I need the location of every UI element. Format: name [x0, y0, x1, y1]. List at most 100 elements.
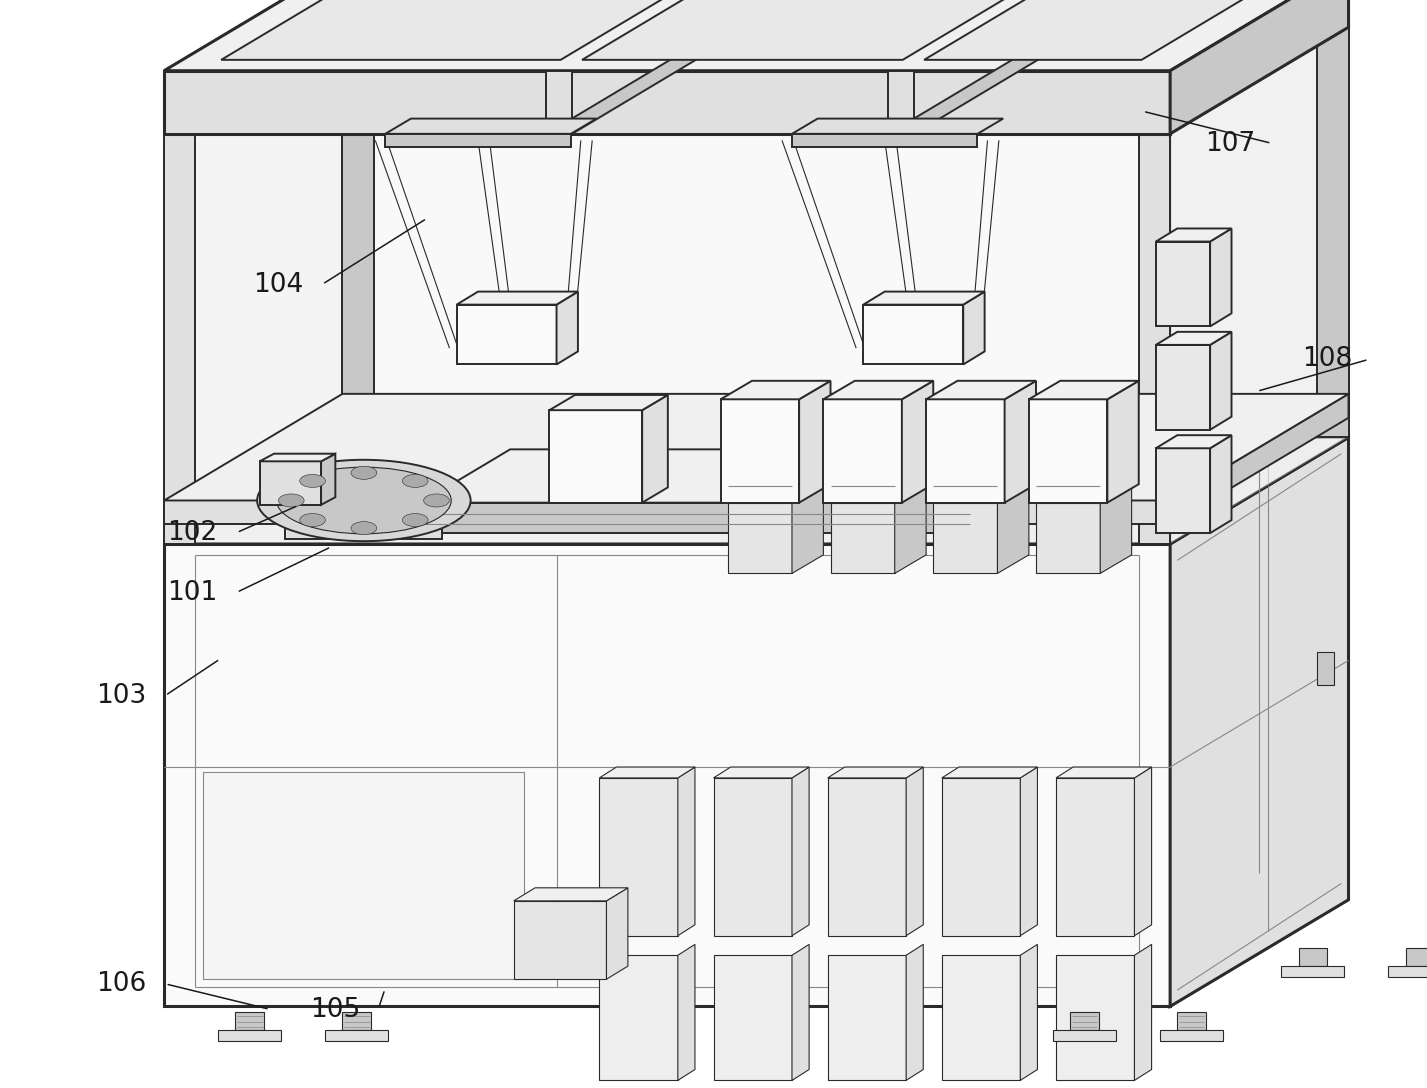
Polygon shape — [828, 778, 906, 936]
Ellipse shape — [424, 494, 450, 507]
Polygon shape — [1299, 948, 1327, 966]
Polygon shape — [260, 454, 335, 461]
Polygon shape — [1029, 399, 1107, 503]
Ellipse shape — [257, 460, 471, 541]
Polygon shape — [164, 437, 1349, 544]
Polygon shape — [970, 449, 1059, 533]
Polygon shape — [678, 944, 695, 1080]
Polygon shape — [385, 119, 596, 134]
Polygon shape — [599, 767, 695, 778]
Polygon shape — [1317, 0, 1349, 437]
Ellipse shape — [277, 467, 451, 534]
Polygon shape — [823, 381, 933, 399]
Polygon shape — [1170, 0, 1349, 544]
Polygon shape — [906, 944, 923, 1080]
Polygon shape — [714, 767, 809, 778]
Polygon shape — [942, 955, 1020, 1080]
Polygon shape — [906, 767, 923, 936]
Polygon shape — [792, 134, 977, 147]
Polygon shape — [260, 461, 321, 505]
Polygon shape — [549, 395, 668, 410]
Polygon shape — [1170, 0, 1349, 134]
Polygon shape — [823, 399, 902, 503]
Polygon shape — [221, 0, 739, 60]
Polygon shape — [1170, 394, 1349, 524]
Polygon shape — [678, 767, 695, 936]
Polygon shape — [831, 503, 895, 573]
Polygon shape — [218, 1030, 281, 1041]
Text: 107: 107 — [1204, 131, 1256, 157]
Polygon shape — [1160, 1030, 1223, 1041]
Polygon shape — [164, 394, 1349, 500]
Polygon shape — [164, 500, 1170, 524]
Polygon shape — [457, 305, 557, 364]
Polygon shape — [1134, 944, 1152, 1080]
Text: 106: 106 — [96, 970, 147, 997]
Polygon shape — [1056, 955, 1134, 1080]
Polygon shape — [895, 484, 926, 573]
Polygon shape — [1005, 381, 1036, 503]
Polygon shape — [285, 520, 442, 539]
Polygon shape — [889, 71, 915, 134]
Polygon shape — [1210, 435, 1232, 533]
Polygon shape — [1020, 767, 1037, 936]
Polygon shape — [321, 454, 335, 505]
Polygon shape — [549, 410, 642, 503]
Polygon shape — [1156, 435, 1232, 448]
Polygon shape — [863, 292, 985, 305]
Polygon shape — [1210, 332, 1232, 430]
Text: 105: 105 — [310, 997, 361, 1023]
Ellipse shape — [402, 474, 428, 487]
Polygon shape — [933, 503, 997, 573]
Polygon shape — [514, 901, 606, 979]
Ellipse shape — [300, 474, 325, 487]
Polygon shape — [792, 767, 809, 936]
Polygon shape — [1317, 653, 1334, 685]
Polygon shape — [235, 1012, 264, 1030]
Polygon shape — [421, 503, 970, 533]
Polygon shape — [926, 381, 1036, 399]
Polygon shape — [1210, 228, 1232, 326]
Text: 102: 102 — [167, 520, 218, 546]
Polygon shape — [342, 0, 1349, 437]
Polygon shape — [164, 71, 1170, 134]
Polygon shape — [714, 955, 792, 1080]
Polygon shape — [385, 134, 571, 147]
Text: 104: 104 — [253, 272, 304, 298]
Polygon shape — [1139, 71, 1170, 544]
Polygon shape — [828, 955, 906, 1080]
Polygon shape — [1177, 1012, 1206, 1030]
Polygon shape — [1134, 767, 1152, 936]
Polygon shape — [1281, 966, 1344, 977]
Polygon shape — [599, 778, 678, 936]
Polygon shape — [942, 767, 1037, 778]
Polygon shape — [963, 292, 985, 364]
Polygon shape — [1100, 484, 1132, 573]
Ellipse shape — [351, 521, 377, 534]
Polygon shape — [721, 381, 831, 399]
Polygon shape — [863, 305, 963, 364]
Polygon shape — [792, 484, 823, 573]
Polygon shape — [1156, 332, 1232, 345]
Polygon shape — [792, 944, 809, 1080]
Ellipse shape — [351, 467, 377, 480]
Polygon shape — [1029, 381, 1139, 399]
Polygon shape — [547, 27, 751, 134]
Polygon shape — [1170, 437, 1349, 1006]
Polygon shape — [342, 1012, 371, 1030]
Text: 101: 101 — [167, 580, 218, 606]
Polygon shape — [1406, 948, 1427, 966]
Polygon shape — [728, 503, 792, 573]
Polygon shape — [325, 1030, 388, 1041]
Polygon shape — [1056, 767, 1152, 778]
Polygon shape — [457, 292, 578, 305]
Polygon shape — [799, 381, 831, 503]
Polygon shape — [828, 767, 923, 778]
Polygon shape — [1020, 944, 1037, 1080]
Polygon shape — [421, 449, 1059, 503]
Polygon shape — [582, 0, 1082, 60]
Polygon shape — [714, 778, 792, 936]
Polygon shape — [942, 778, 1020, 936]
Polygon shape — [606, 888, 628, 979]
Polygon shape — [902, 381, 933, 503]
